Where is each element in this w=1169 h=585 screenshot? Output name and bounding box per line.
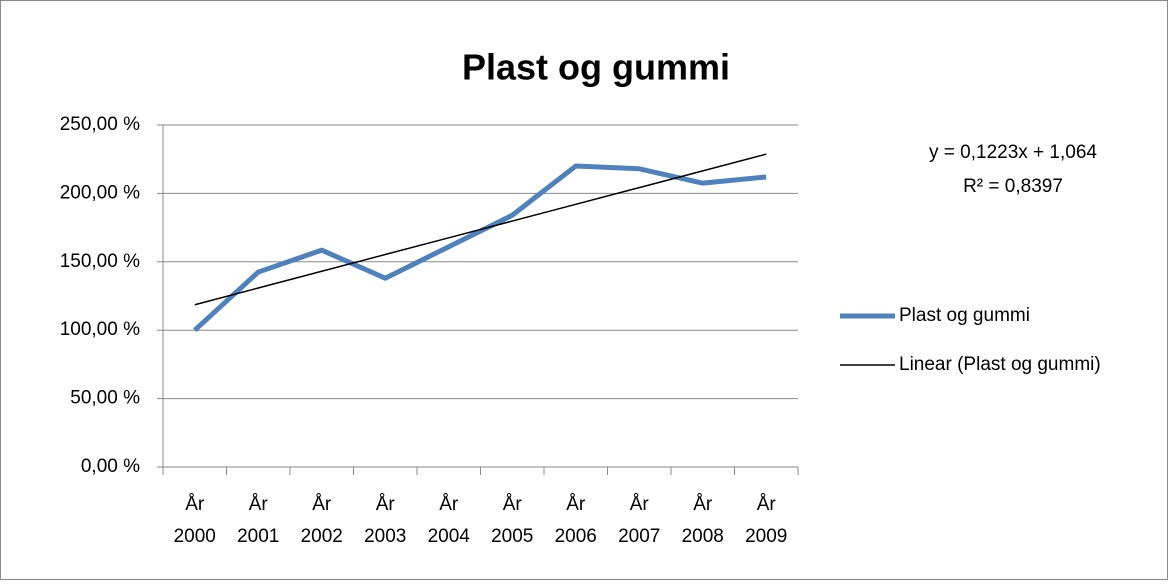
x-tick-label: År 2005 bbox=[491, 494, 533, 547]
y-tick-label: 0,00 % bbox=[81, 456, 140, 477]
y-tick-label: 200,00 % bbox=[60, 182, 140, 203]
line bbox=[194, 153, 767, 306]
chart-title: Plast og gummi bbox=[462, 47, 730, 88]
x-tick-label: År 2002 bbox=[301, 494, 343, 547]
x-tick-label: År 2000 bbox=[174, 494, 216, 547]
annotation: R² = 0,8397 bbox=[963, 176, 1063, 197]
x-tick-label: År 2007 bbox=[618, 494, 660, 547]
x-tick-label: År 2001 bbox=[237, 494, 279, 547]
line bbox=[193, 163, 767, 333]
x-tick-label: År 2004 bbox=[428, 494, 471, 547]
x-tick-label: År 2006 bbox=[555, 494, 597, 547]
legend-label: Plast og gummi bbox=[899, 305, 1030, 326]
y-tick-label: 250,00 % bbox=[60, 114, 140, 135]
y-tick-label: 100,00 % bbox=[60, 319, 140, 340]
annotation: y = 0,1223x + 1,064 bbox=[929, 142, 1097, 163]
legend-label: Linear (Plast og gummi) bbox=[899, 354, 1101, 375]
x-tick-label: År 2003 bbox=[364, 494, 406, 547]
x-tick-label: År 2008 bbox=[682, 494, 724, 547]
y-tick-label: 150,00 % bbox=[60, 251, 140, 272]
x-tick-label: År 2009 bbox=[745, 494, 787, 547]
y-tick-label: 50,00 % bbox=[70, 388, 140, 409]
